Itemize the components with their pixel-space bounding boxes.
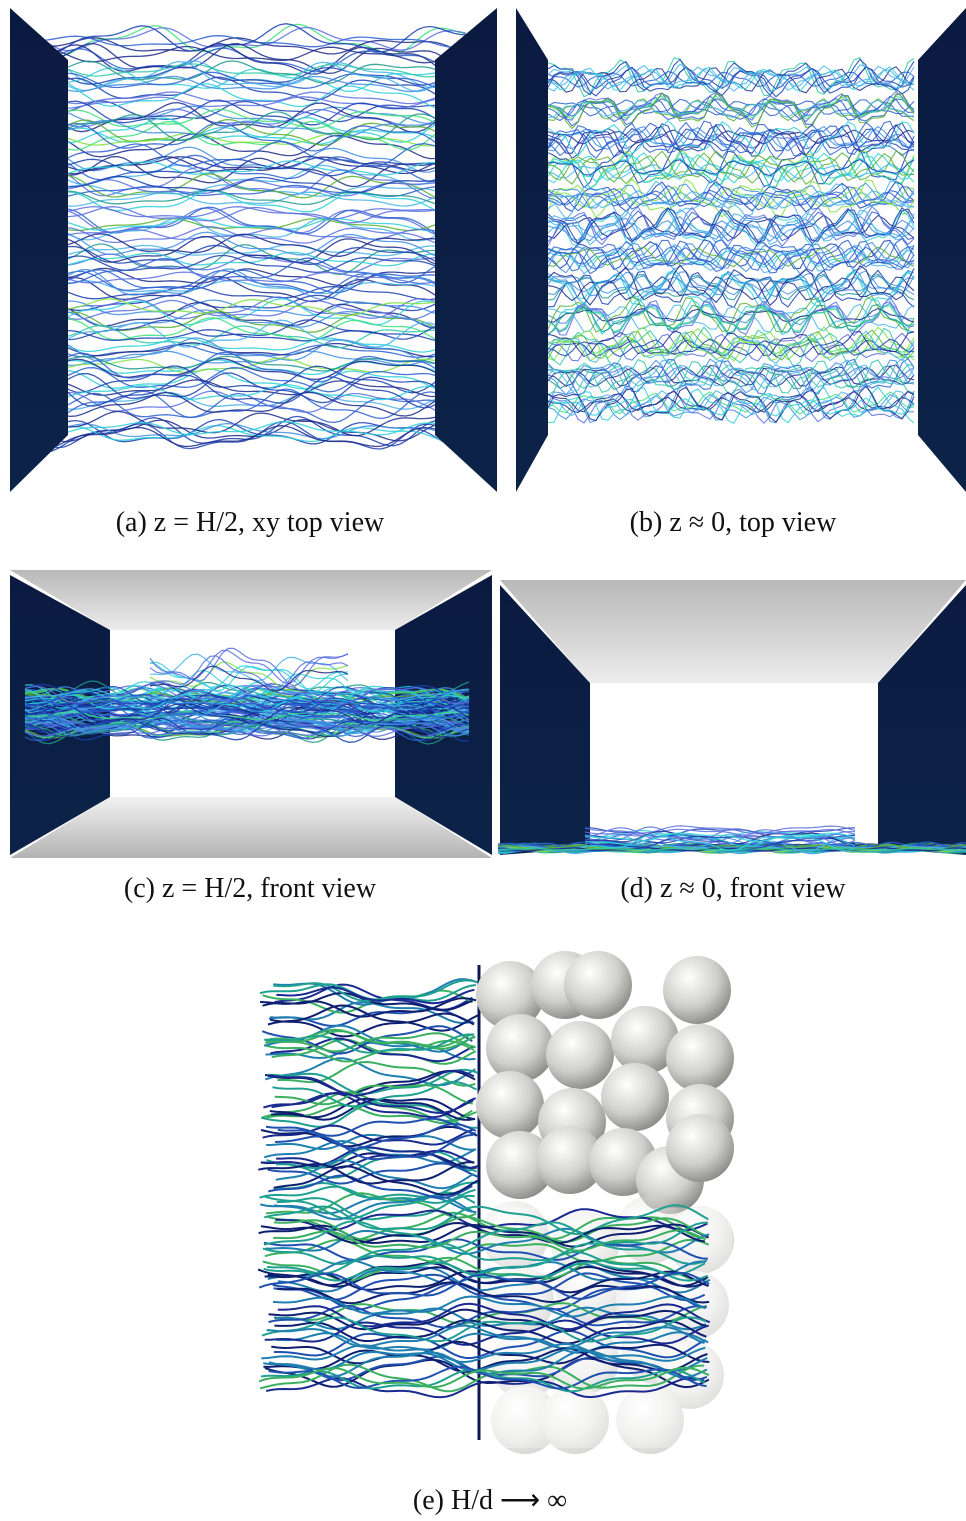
wall bbox=[516, 8, 548, 492]
streamline bbox=[40, 219, 466, 231]
sphere bbox=[486, 1014, 554, 1082]
streamline bbox=[40, 77, 466, 102]
caption: (b) z ≈ 0, top view bbox=[630, 507, 837, 538]
panel-d bbox=[498, 580, 966, 855]
streamline bbox=[40, 208, 466, 236]
sphere bbox=[666, 1114, 734, 1182]
streamlines bbox=[40, 24, 466, 452]
page: (a) z = H/2, xy top view (b) z ≈ 0, top … bbox=[0, 0, 966, 1521]
streamline bbox=[40, 369, 466, 391]
streamline bbox=[548, 271, 914, 308]
sphere bbox=[546, 1021, 614, 1089]
wall bbox=[918, 8, 966, 492]
sphere bbox=[666, 1024, 734, 1092]
sphere bbox=[601, 1063, 669, 1131]
sphere bbox=[476, 1071, 544, 1139]
panel-c bbox=[10, 570, 492, 858]
streamline bbox=[40, 416, 466, 447]
streamline bbox=[548, 277, 914, 292]
sphere bbox=[663, 956, 731, 1024]
caption: (a) z = H/2, xy top view bbox=[116, 507, 385, 538]
streamline bbox=[40, 420, 466, 446]
caption: (d) z ≈ 0, front view bbox=[620, 873, 846, 904]
spheres bbox=[476, 951, 734, 1214]
streamlines bbox=[548, 58, 914, 424]
streamline bbox=[40, 411, 466, 435]
panel-e bbox=[258, 951, 734, 1454]
streamline bbox=[40, 218, 466, 231]
panel-a bbox=[10, 8, 497, 492]
sphere bbox=[564, 951, 632, 1019]
caption: (e) H/d ⟶ ∞ bbox=[413, 1485, 567, 1516]
wall bbox=[435, 8, 497, 492]
streamline bbox=[548, 66, 914, 92]
panel-b bbox=[516, 8, 966, 492]
streamline bbox=[40, 109, 466, 129]
caption: (c) z = H/2, front view bbox=[124, 873, 377, 904]
figure: (a) z = H/2, xy top view (b) z ≈ 0, top … bbox=[0, 0, 966, 1521]
wall bbox=[10, 8, 68, 492]
streamline bbox=[548, 242, 914, 274]
